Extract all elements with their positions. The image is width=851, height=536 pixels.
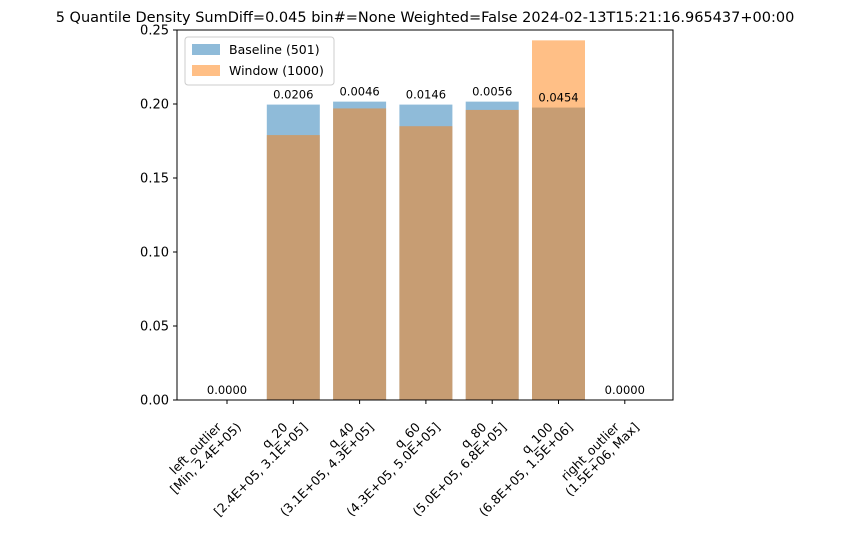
chart-title: 5 Quantile Density SumDiff=0.045 bin#=No… (56, 10, 795, 26)
x-tick-label: left_outlier[Min, 2.4E+05) (157, 410, 244, 497)
bar-value-label: 0.0000 (605, 383, 645, 397)
legend: Baseline (501) Window (1000) (184, 36, 335, 86)
plot-frame (176, 29, 674, 401)
bar-value-label: 0.0046 (339, 85, 379, 99)
y-tick-label: 0.20 (140, 98, 169, 113)
bar-value-label: 0.0454 (538, 91, 578, 105)
bars-layer (266, 40, 585, 401)
bar-value-label: 0.0000 (207, 383, 247, 397)
bar-window-4 (465, 109, 519, 401)
y-tick-label: 0.10 (140, 246, 169, 261)
y-tick-label: 0.15 (140, 172, 169, 187)
legend-label: Baseline (501) (229, 42, 320, 57)
bar-value-label: 0.0206 (273, 88, 313, 102)
legend-frame (184, 36, 335, 86)
legend-swatch (192, 65, 220, 76)
bar-labels-layer: 0.0000 0.0206 0.0046 0.0146 0.0056 0.0454 0.00… (207, 85, 645, 397)
bar-window-3 (399, 126, 453, 400)
legend-swatch (192, 44, 220, 55)
bar-value-label: 0.0146 (406, 88, 446, 102)
bar-window-2 (333, 108, 387, 400)
bar-value-label: 0.0056 (472, 85, 512, 99)
y-tick-label: 0.00 (140, 394, 169, 409)
y-tick-label: 0.05 (140, 320, 169, 335)
bar-window-1 (266, 135, 320, 400)
bar-window-5 (532, 40, 585, 401)
legend-label: Window (1000) (229, 63, 324, 78)
y-tick-label: 0.25 (140, 24, 169, 39)
